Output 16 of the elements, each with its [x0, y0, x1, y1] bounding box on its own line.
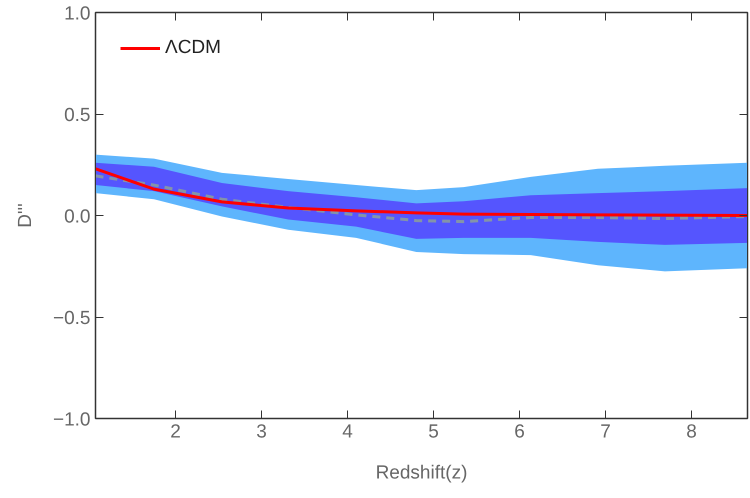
y-tick-label: 0.5: [64, 105, 91, 126]
x-tick-label: 8: [686, 422, 697, 442]
x-tick-label: 6: [514, 422, 525, 442]
x-tick-label: 7: [600, 422, 611, 442]
y-tick-label: −0.5: [52, 308, 91, 329]
y-tick-label: −1.0: [52, 410, 91, 430]
x-tick-label: 4: [342, 422, 354, 442]
x-tick-label: 3: [256, 422, 267, 442]
y-tick-label: 1.0: [64, 4, 91, 24]
line-series: [96, 167, 748, 217]
y-axis-title: D''': [14, 203, 36, 228]
y-tick-label: 0.0: [64, 206, 91, 228]
x-tick-label: 5: [428, 422, 439, 442]
x-tick-label: 2: [170, 422, 181, 442]
x-axis-title: Redshift(z): [376, 462, 468, 484]
legend-label: ΛCDM: [165, 37, 221, 59]
